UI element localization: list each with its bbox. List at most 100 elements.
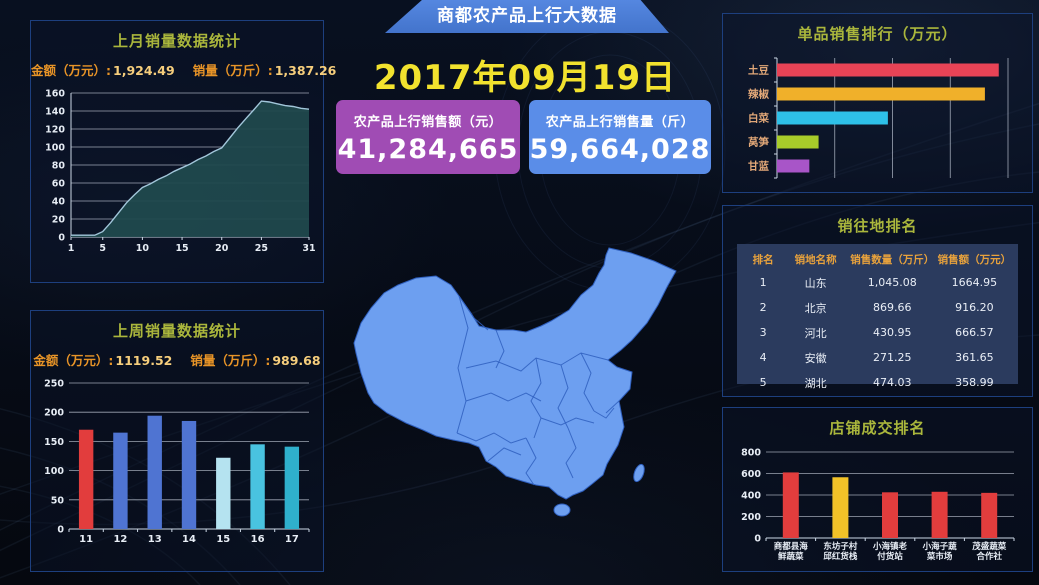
panel-last-month-subtitle: 金额（万元）: 1,924.49 销量（万斤）: 1,387.26 [31,60,336,79]
table-cell: 1,045.08 [867,276,917,289]
table-cell: 869.66 [873,301,912,314]
table-cell: 4 [759,351,767,364]
table-header-cell: 排名 [752,254,774,266]
y-category-label: 辣椒 [748,88,769,101]
table-header-cell: 销地名称 [794,254,837,266]
amount-value: 1119.52 [115,353,173,368]
y-tick-label: 200 [44,408,64,419]
x-category-label: 16 [251,534,265,545]
x-category-label: 小海镇老付货站 [871,541,907,562]
y-tick-label: 20 [52,215,66,226]
panel-last-week: 上周销量数据统计 金额（万元）: 1119.52 销量（万斤）: 989.68 0 50… [30,310,324,572]
destination-table: 排名 销地名称 销售数量（万斤） 销售额（万元） 1 山东 1,045.08 1664.95… [737,244,1018,390]
y-tick-label: 150 [44,437,64,448]
x-category-label: 13 [148,534,162,545]
page-title-banner: 商都农产品上行大数据 [385,0,669,33]
y-tick-label: 160 [45,89,65,100]
qty-label: 销量（万斤）: [190,353,271,368]
page-title: 商都农产品上行大数据 [437,6,617,26]
bar [78,429,94,529]
panel-last-month-title: 上月销量数据统计 [112,32,241,50]
x-tick-label: 31 [302,243,315,254]
y-category-label: 甘蓝 [748,160,769,173]
taiwan-island [633,463,645,483]
table-cell: 1664.95 [951,276,998,289]
bar [777,111,888,125]
amount-label: 金额（万元）: [33,353,114,368]
bar [777,159,810,173]
y-category-label: 土豆 [748,64,769,77]
bar [777,135,819,149]
sales-amount-label: 农产品上行销售额（元） [353,115,503,130]
x-category-label: 12 [113,534,127,545]
y-tick-label: 0 [58,233,65,244]
y-tick-label: 60 [52,179,66,190]
table-cell: 358.99 [955,376,994,389]
table-row: 2 北京 869.66 916.20 [743,295,1012,320]
store-bar-chart: 0 200 400 600 800 商都县海鲜蔬菜东坊子村邱红货栈小海镇老付货站小海子蔬菜… [741,448,1014,562]
table-cell: 3 [759,326,767,339]
sales-amount-value: 41,284,665 [337,134,519,165]
panel-destination-ranking: 销往地排名 排名 销地名称 销售数量（万斤） 销售额（万元） 1 山东 1,045.08 1… [722,205,1033,397]
x-tick-label: 25 [255,243,268,254]
amount-label: 金额（万元）: [31,63,111,78]
table-cell: 河北 [804,326,827,340]
table-cell: 361.65 [955,351,994,364]
bar [931,491,948,538]
x-category-label: 东坊子村邱红货栈 [823,541,858,562]
panel-store-ranking: 店铺成交排名 0 200 400 600 800 商都县海鲜蔬菜 东坊子村邱红货栈 小海镇老付… [722,407,1033,572]
bar [881,492,898,538]
x-category-label: 茂盛蔬菜合作社 [971,541,1007,562]
table-cell: 916.20 [955,301,994,314]
y-category-label: 莴笋 [748,136,769,149]
table-cell: 5 [759,376,767,389]
bar [980,492,997,538]
sales-amount-card: 农产品上行销售额（元） 41,284,665 [336,100,520,174]
x-tick-label: 1 [68,243,75,254]
x-category-label: 17 [285,534,299,545]
x-category-label: 14 [182,534,196,545]
table-header-cell: 销售数量（万斤） [850,254,935,266]
bar [284,446,300,529]
x-category-label: 11 [79,534,93,545]
bar [777,63,999,77]
last-week-bar-chart: 0 50 100 150 200 250 11 12 13 14 15 16 17 [44,379,310,545]
sales-quantity-label: 农产品上行销售量（斤） [545,115,695,130]
table-cell: 湖北 [804,376,827,390]
province-borders [456,295,620,486]
bar [250,444,265,529]
sales-quantity-card: 农产品上行销售量（斤） 59,664,028 [529,100,711,174]
china-map-outline [353,247,677,500]
x-tick-label: 10 [136,243,150,254]
table-cell: 474.03 [873,376,912,389]
panel-store-title: 店铺成交排名 [829,419,926,437]
table-cell: 271.25 [873,351,912,364]
panel-last-week-subtitle: 金额（万元）: 1119.52 销量（万斤）: 989.68 [31,350,323,369]
china-map [353,247,677,517]
y-tick-label: 50 [51,495,65,506]
bar [216,457,231,529]
area-fill [71,101,309,237]
qty-value: 1,387.26 [274,63,337,78]
table-cell: 430.95 [873,326,912,339]
bar [113,432,128,529]
table-cell: 666.57 [955,326,994,339]
table-header-row: 排名 销地名称 销售数量（万斤） 销售额（万元） [743,248,1012,270]
x-category-label: 小海子蔬菜市场 [921,541,957,562]
y-tick-label: 0 [754,534,761,545]
table-cell: 安徽 [804,351,827,365]
x-category-label: 15 [216,534,230,545]
y-tick-label: 40 [52,197,66,208]
y-tick-label: 400 [741,491,761,502]
x-tick-label: 5 [99,243,106,254]
x-tick-label: 15 [175,243,188,254]
qty-label: 销量（万斤）: [192,63,273,78]
y-tick-label: 600 [741,469,761,480]
x-category-label: 商都县海鲜蔬菜 [773,541,808,562]
table-row: 3 河北 430.95 666.57 [743,320,1012,345]
table-row: 4 安徽 271.25 361.65 [743,345,1012,370]
table-header-cell: 销售额（万元） [937,254,1012,266]
panel-item-ranking-title: 单品销售排行（万元） [797,25,958,43]
